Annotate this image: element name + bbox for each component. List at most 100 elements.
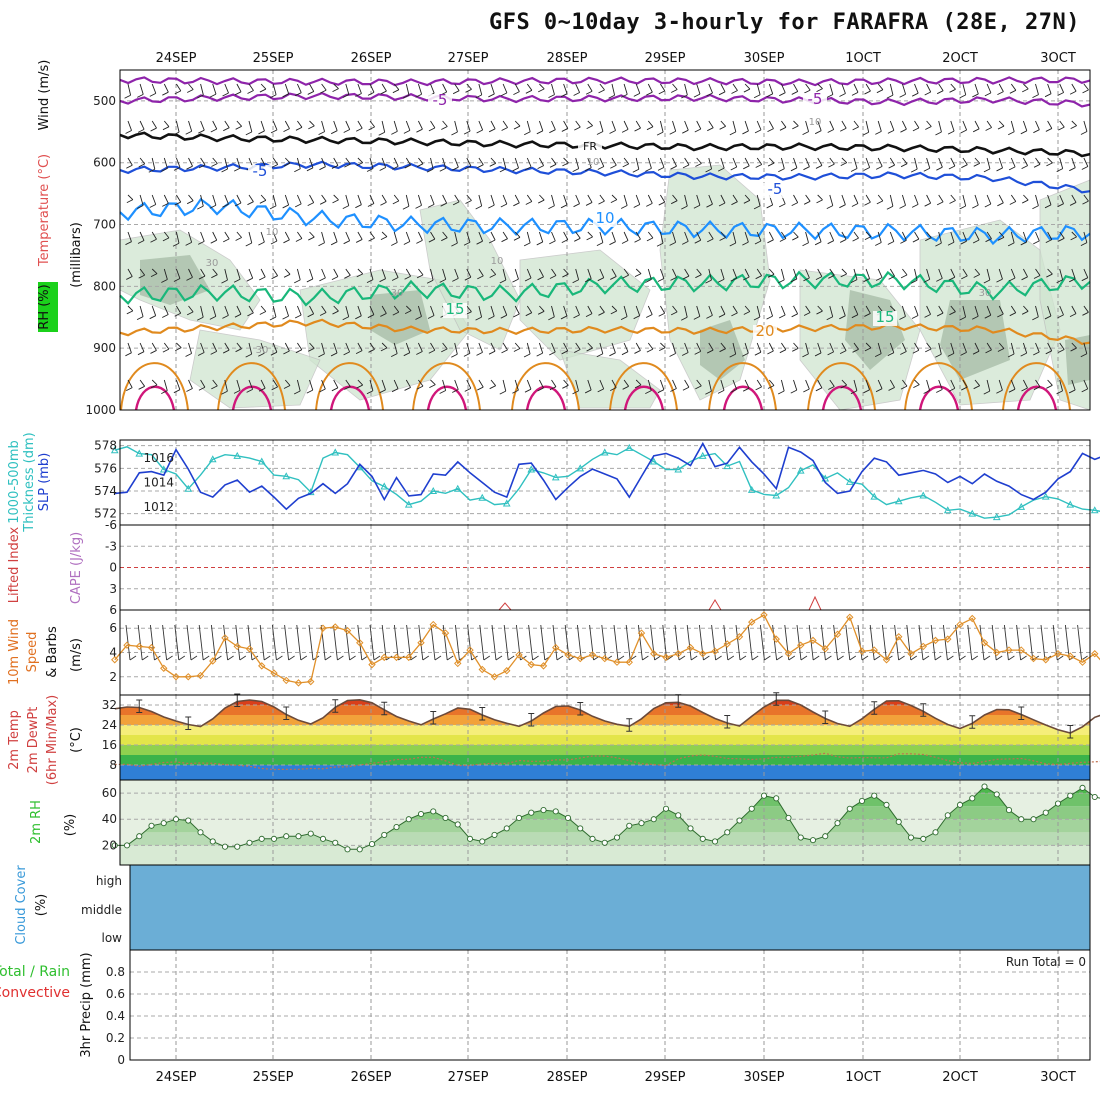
wind-barb [599,231,604,243]
wind-barb [333,231,338,242]
wind-barb-flag [669,353,676,357]
wind-barb [696,305,701,317]
wind10m-barb [540,624,546,661]
thickness-marker [257,457,266,465]
thickness-marker [1066,500,1075,508]
thickness-marker [1041,492,1050,500]
wind-barb-flag [233,278,241,283]
wind-barb-flag [923,167,931,172]
wind-barb [357,231,363,240]
wind-barb [284,120,290,129]
wind-barb [393,231,398,243]
wind10m-marker [968,614,976,623]
wind-barb-flag [294,314,302,319]
wind-barb [720,83,726,93]
wind-barb [781,342,787,350]
wind-barb [575,379,579,392]
thickness-marker [845,477,854,485]
contour-label: -5 [808,90,823,108]
wind-barb [176,194,182,203]
wind-barb-flag [671,89,678,93]
wind-barb-flag [271,164,278,168]
wind10m-marker [699,650,707,658]
wind-barb-flag [622,274,629,279]
contour-label: -5 [253,162,268,180]
contour-label-bg [593,212,617,227]
wind-barb-flag [379,167,386,171]
wind-barb-flag [646,314,653,318]
wind-barb [611,305,618,312]
wind-barb [309,157,314,168]
wind-barb [224,194,229,205]
wind-barb-flag [610,387,617,392]
rh2m-marker [172,816,180,823]
wind-barb [1047,83,1052,94]
wind10m-marker [1042,656,1050,664]
rh-contour-label: 10 [491,256,504,267]
wind-barb-flag [1057,203,1064,208]
wind-barb-flag [259,199,267,204]
rh2m-marker [650,816,657,823]
wind-barb-flag [416,385,424,390]
wind-barb-flag [961,386,968,391]
wind-barb [914,268,918,281]
wind-barb [272,120,278,131]
date-bottom-30sep: 30SEP [744,1070,785,1085]
wind-barb [599,379,605,390]
wind-barb-flag [827,240,834,245]
wind-barb-flag [319,200,327,205]
wind-barb-flag [258,241,265,246]
wind-barb [297,231,303,239]
wind-barb [418,157,424,164]
wind-barb [926,83,932,93]
wind-barb [696,194,701,206]
wind-barb [1083,83,1089,91]
wind-barb [236,157,241,169]
thickness-marker [870,492,879,500]
wind-barb-flag [840,273,847,278]
wind-barb-flag [705,168,712,173]
wind-barb [659,157,665,168]
wind-barb-flag [633,204,640,208]
wind-barb-flag [560,315,568,320]
wind-barb-flag [670,276,677,281]
wind10m-barb [881,624,887,661]
wind-barb [466,194,472,201]
wind10m-barb [735,624,741,661]
wind-barb [732,305,738,314]
wind-barb [260,379,266,389]
wind-barb-flag [826,205,833,210]
wind10m-barb-flag [166,655,173,661]
wind-barb-flag [525,312,532,317]
wind-barb [684,268,690,277]
wind-barb-flag [766,93,773,98]
wind10m-barb [906,624,912,661]
wind-barb [151,194,157,205]
wind-barb [127,120,132,131]
wind-barb-flag [451,131,458,136]
wind10m-barb-flag [873,655,881,661]
wind-barb [454,231,458,244]
wind10m-marker [343,626,352,635]
wind-barb [502,231,508,239]
wind-barb [200,231,205,242]
wind-barb-flag [404,275,411,280]
wind-barb [333,379,339,389]
wind-barb [551,157,557,165]
wind-barb [708,157,712,170]
wind-barb [551,194,555,206]
wind-barb [272,157,279,165]
wind-barb [1071,305,1077,314]
wind-barb [611,194,618,200]
wind-barb [175,120,180,133]
wind-barb-flag [125,241,132,246]
wind-barb-flag [585,313,593,318]
wind-barb-flag [476,351,483,356]
wind-barb [599,194,605,202]
wind-barb [841,379,848,386]
wind-barb [345,157,351,165]
label-6hr-minmax: (6hr Min/Max) [45,695,60,785]
wind-barb-flag [500,92,508,97]
wind-barb-flag [331,165,339,169]
wind-barb-flag [948,165,956,170]
